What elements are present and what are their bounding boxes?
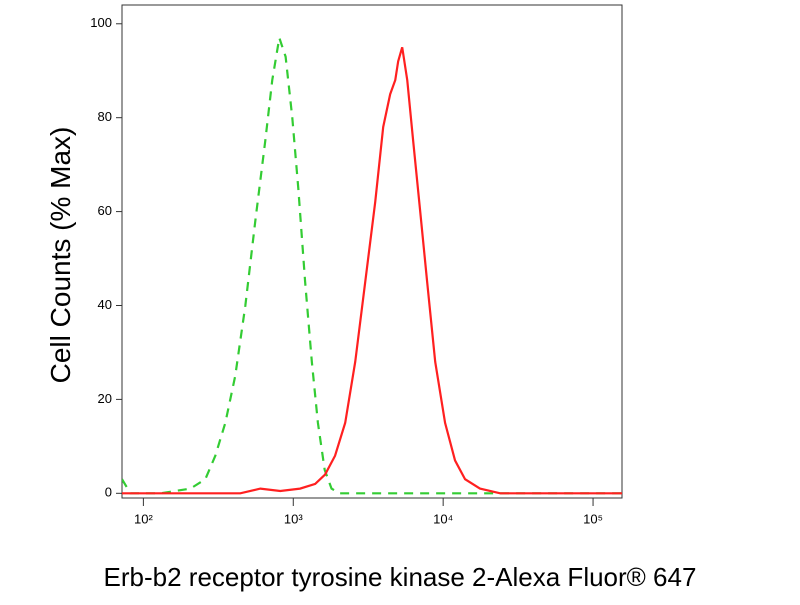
y-tick-label: 40 — [98, 297, 112, 312]
x-axis-label: Erb-b2 receptor tyrosine kinase 2-Alexa … — [104, 562, 697, 592]
y-tick-label: 80 — [98, 109, 112, 124]
x-tick-label: 10³ — [284, 511, 303, 526]
y-tick-label: 20 — [98, 391, 112, 406]
y-tick-label: 100 — [90, 15, 112, 30]
series-line — [122, 37, 622, 495]
x-tick-label: 10⁴ — [433, 511, 453, 526]
plot-frame — [121, 4, 623, 499]
y-axis-label: Cell Counts (% Max) — [45, 127, 76, 384]
x-tick-label: 10⁵ — [583, 511, 603, 526]
y-tick-label: 0 — [105, 485, 112, 500]
series-line — [122, 46, 622, 495]
y-tick-label: 60 — [98, 203, 112, 218]
x-tick-label: 10² — [134, 511, 153, 526]
